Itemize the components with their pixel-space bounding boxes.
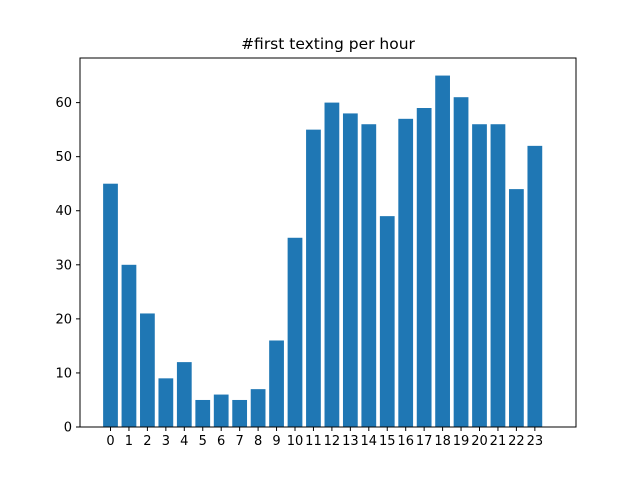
x-tick-label: 12 [324, 434, 341, 449]
x-tick-label: 18 [434, 434, 451, 449]
bar-hour-17 [416, 108, 432, 427]
x-axis-ticks: 0 1 2 3 4 5 6 7 8 9 10 11 12 13 14 15 16 17 18 19 20 21 22 23 [106, 427, 543, 449]
x-tick-label: 1 [125, 434, 133, 449]
x-tick-label: 3 [162, 434, 170, 449]
bar-hour-15 [379, 216, 395, 427]
x-tick-label: 19 [453, 434, 470, 449]
bar-hour-12 [324, 102, 340, 427]
bar-hour-11 [306, 129, 321, 427]
bar-hour-22 [509, 189, 524, 427]
plot-frame [79, 57, 577, 428]
bar-hour-20 [472, 124, 487, 427]
bar-hour-13 [342, 113, 358, 428]
axes-layer [79, 57, 577, 428]
x-tick-label: 14 [361, 434, 378, 449]
bar-hour-9 [269, 340, 284, 427]
x-tick-label: 6 [217, 434, 225, 449]
x-tick-label: 22 [508, 434, 525, 449]
bar-hour-4 [176, 362, 192, 427]
x-tick-label: 8 [254, 434, 262, 449]
bar-hour-8 [250, 389, 266, 427]
y-axis-ticks: 0 10 20 30 40 50 60 [55, 96, 80, 436]
x-tick-label: 10 [287, 434, 304, 449]
x-tick-label: 11 [305, 434, 322, 449]
bar-hour-14 [361, 124, 377, 427]
bar-hour-5 [195, 399, 211, 427]
x-tick-label: 4 [180, 434, 188, 449]
bar-hour-19 [453, 97, 469, 427]
bar-hour-23 [527, 145, 543, 428]
x-tick-label: 21 [490, 434, 507, 449]
bar-hour-6 [213, 394, 229, 427]
x-tick-label: 23 [527, 434, 544, 449]
bar-hour-18 [435, 75, 450, 427]
x-tick-label: 5 [199, 434, 207, 449]
x-tick-label: 16 [397, 434, 414, 449]
y-tick-label: 40 [55, 204, 72, 219]
bar-hour-0 [103, 183, 118, 427]
bar-hour-2 [140, 313, 155, 427]
bar-hour-3 [158, 378, 174, 427]
bar-hour-10 [287, 237, 303, 427]
bar-hour-16 [398, 118, 414, 427]
x-tick-label: 7 [236, 434, 244, 449]
x-tick-label: 13 [342, 434, 359, 449]
x-tick-label: 9 [272, 434, 280, 449]
x-tick-label: 17 [416, 434, 433, 449]
y-tick-label: 60 [55, 96, 72, 111]
x-tick-label: 2 [143, 434, 151, 449]
bar-hour-21 [490, 124, 506, 427]
x-tick-label: 20 [471, 434, 488, 449]
y-tick-label: 20 [55, 312, 72, 327]
x-tick-label: 0 [106, 434, 114, 449]
bars-layer [103, 75, 543, 428]
x-tick-label: 15 [379, 434, 396, 449]
bar-hour-1 [121, 264, 137, 427]
chart-title: #first texting per hour [241, 35, 415, 53]
y-tick-label: 0 [64, 421, 72, 436]
bar-hour-7 [232, 399, 248, 427]
y-tick-label: 50 [55, 150, 72, 165]
y-tick-label: 30 [55, 258, 72, 273]
y-tick-label: 10 [55, 366, 72, 381]
